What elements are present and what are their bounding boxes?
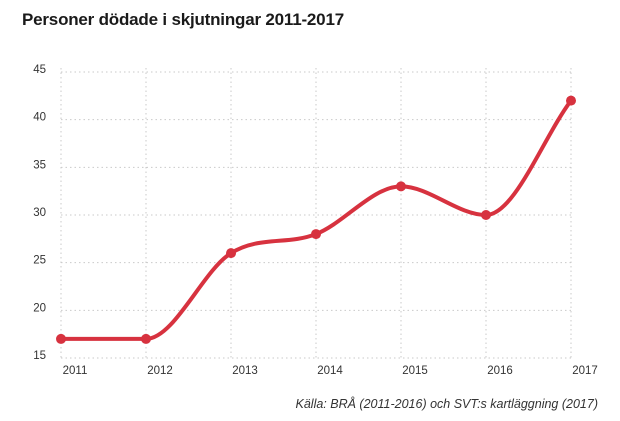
y-tick-label: 25 xyxy=(33,255,46,267)
x-tick-label: 2011 xyxy=(63,365,88,377)
source-note: Källa: BRÅ (2011-2016) och SVT:s kartläg… xyxy=(295,397,598,411)
data-point-2014 xyxy=(311,229,321,240)
data-point-2017 xyxy=(566,95,576,106)
y-tick-label: 30 xyxy=(33,207,46,219)
x-tick-label: 2017 xyxy=(572,365,598,377)
y-axis-ticks: 15 20 25 30 35 40 45 xyxy=(33,64,46,362)
data-point-2015 xyxy=(396,181,406,192)
x-tick-label: 2016 xyxy=(487,365,513,377)
chart-title: Personer dödade i skjutningar 2011-2017 xyxy=(22,10,344,29)
data-point-2016 xyxy=(481,210,491,220)
data-point-2011 xyxy=(56,333,66,344)
x-tick-label: 2015 xyxy=(402,365,428,377)
x-tick-label: 2013 xyxy=(232,365,258,377)
data-point-2012 xyxy=(141,333,151,344)
data-points xyxy=(56,95,576,344)
y-tick-label: 35 xyxy=(33,159,46,171)
y-tick-label: 15 xyxy=(33,350,46,362)
x-tick-label: 2014 xyxy=(317,365,343,377)
y-tick-label: 40 xyxy=(33,112,46,124)
x-tick-label: 2012 xyxy=(147,365,173,377)
x-axis-ticks: 2011 2012 2013 2014 2015 2016 2017 xyxy=(63,365,598,377)
data-point-2013 xyxy=(226,248,236,259)
y-tick-label: 20 xyxy=(33,302,46,314)
y-tick-label: 45 xyxy=(33,64,46,76)
